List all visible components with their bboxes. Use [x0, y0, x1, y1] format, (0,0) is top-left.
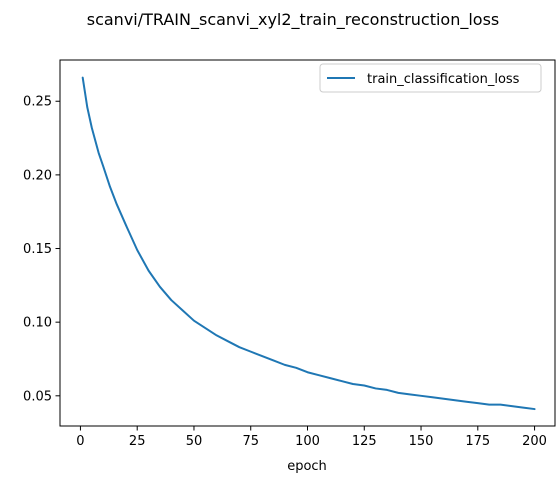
x-tick-label: 100 — [295, 434, 320, 449]
legend: train_classification_loss — [319, 63, 542, 93]
x-tick-label: 75 — [242, 434, 259, 449]
series-line — [81, 76, 536, 411]
x-tick-label: 25 — [129, 434, 146, 449]
y-tick-label: 0.05 — [23, 389, 52, 404]
series-layer — [81, 76, 536, 411]
x-tick-label: 175 — [465, 434, 490, 449]
x-axis: 0 25 50 75 100 125 150 175 200 — [76, 426, 547, 449]
x-tick-label: 200 — [522, 434, 547, 449]
chart-title: scanvi/TRAIN_scanvi_xyl2_train_reconstru… — [87, 10, 500, 30]
x-tick-label: 125 — [352, 434, 377, 449]
x-tick-label: 0 — [76, 434, 84, 449]
axes-frame — [59, 59, 556, 427]
legend-box — [319, 63, 542, 93]
legend-label: train_classification_loss — [367, 72, 520, 87]
y-tick-label: 0.15 — [23, 242, 52, 257]
y-tick-label: 0.10 — [23, 316, 52, 331]
y-tick-label: 0.20 — [23, 168, 52, 183]
x-tick-label: 150 — [409, 434, 434, 449]
y-tick-label: 0.25 — [23, 95, 52, 110]
x-axis-label: epoch — [287, 459, 327, 474]
x-tick-label: 50 — [186, 434, 203, 449]
y-axis: 0.05 0.10 0.15 0.20 0.25 — [23, 95, 60, 404]
